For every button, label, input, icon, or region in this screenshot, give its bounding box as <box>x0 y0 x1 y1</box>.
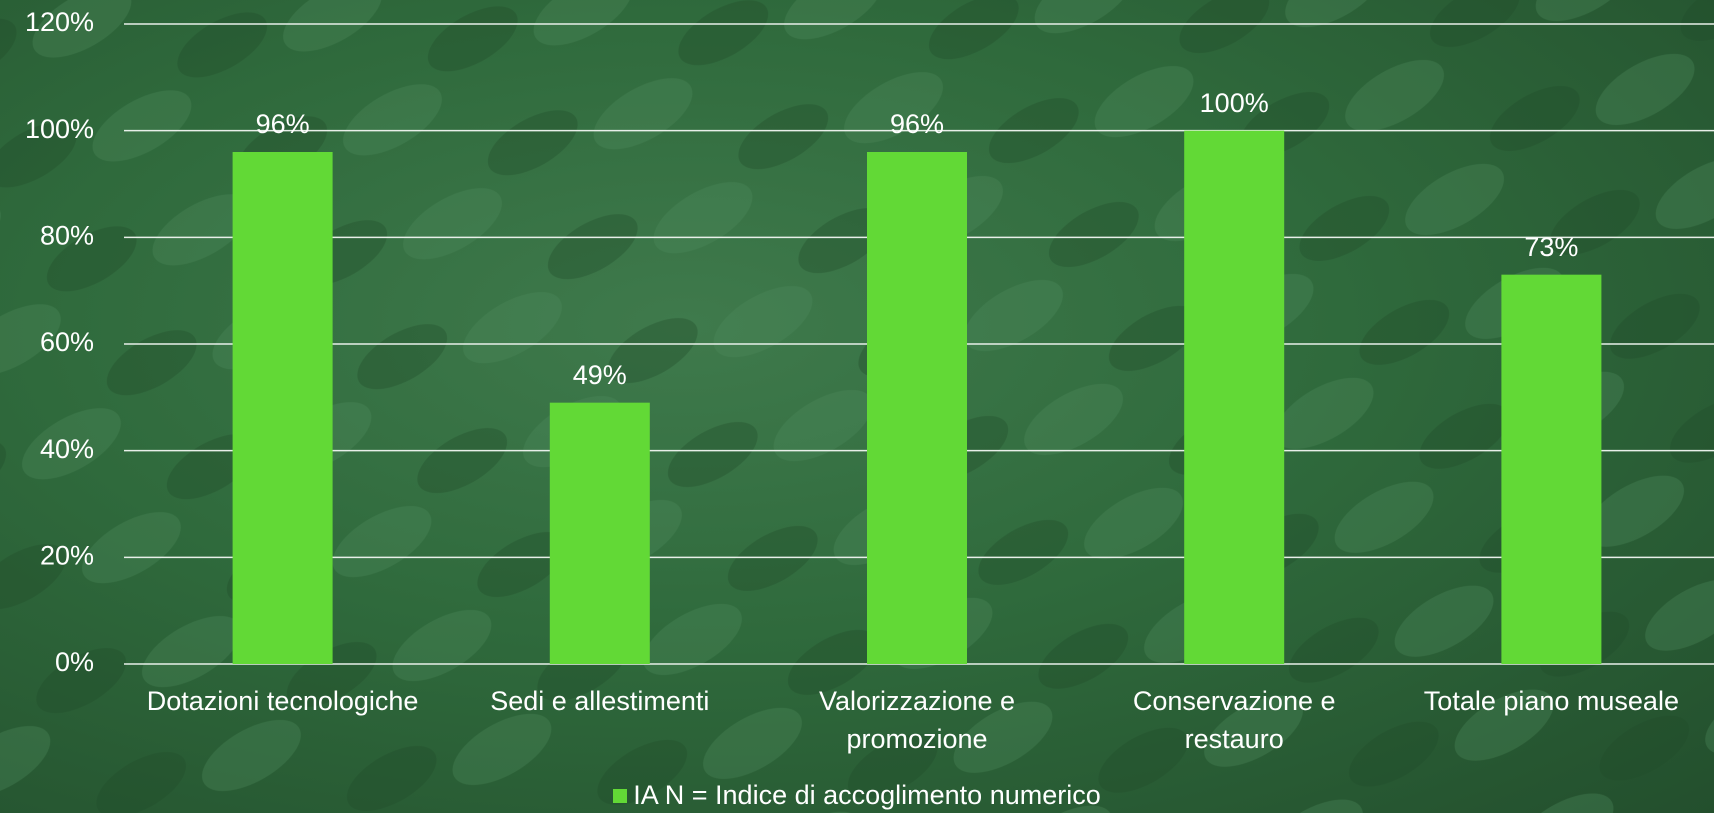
data-label: 49% <box>573 360 627 390</box>
bar <box>1501 274 1602 664</box>
x-tick-label: Totale piano museale <box>1423 686 1679 716</box>
x-tick-label: Sedi e allestimenti <box>490 686 710 716</box>
bar <box>232 152 333 664</box>
y-tick-label: 20% <box>40 540 94 570</box>
legend: IA N = Indice di accoglimento numerico <box>0 780 1714 811</box>
legend-label: IA N = Indice di accoglimento numerico <box>633 780 1101 810</box>
y-tick-label: 80% <box>40 220 94 250</box>
data-label: 96% <box>890 109 944 139</box>
y-tick-label: 40% <box>40 434 94 464</box>
data-label: 100% <box>1200 88 1269 118</box>
legend-swatch <box>613 789 628 803</box>
y-tick-label: 120% <box>25 7 94 37</box>
x-tick-label: Dotazioni tecnologiche <box>146 686 419 716</box>
y-tick-label: 60% <box>40 327 94 357</box>
x-tick-label: Conservazione e restauro <box>1132 686 1336 754</box>
data-label: 73% <box>1524 232 1578 262</box>
bar <box>867 152 967 664</box>
y-tick-label: 100% <box>25 114 94 144</box>
bar <box>1184 130 1285 664</box>
y-tick-label: 0% <box>55 647 94 677</box>
bar <box>549 402 650 664</box>
data-label: 96% <box>256 109 310 139</box>
x-tick-label: Valorizzazione e promozione <box>818 686 1016 754</box>
